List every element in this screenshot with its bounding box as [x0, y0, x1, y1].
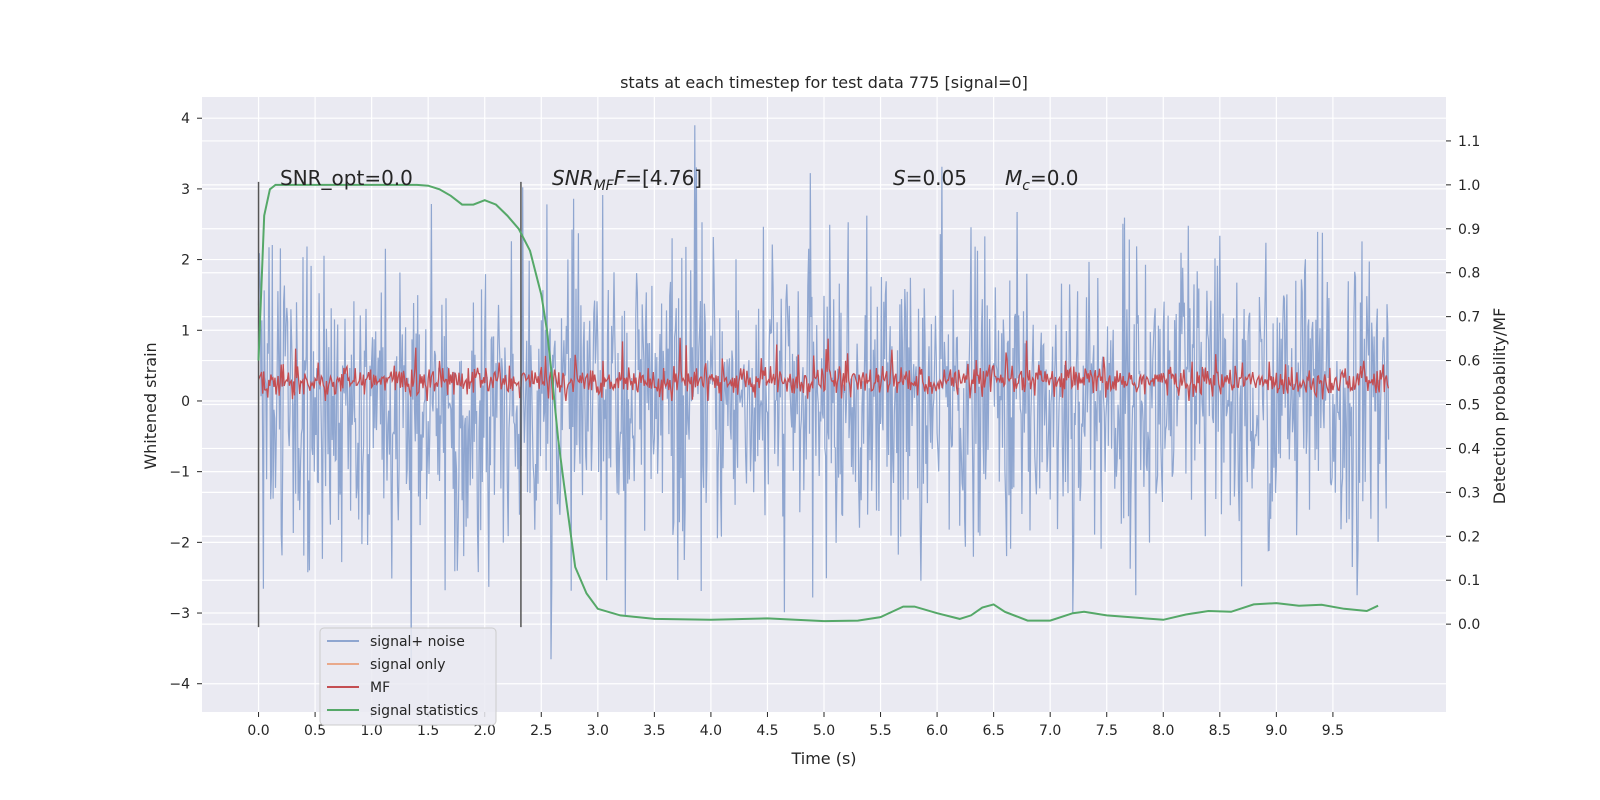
y-tick-label: −1 — [169, 465, 190, 481]
x-tick-label: 9.0 — [1265, 723, 1287, 739]
legend-box — [319, 627, 497, 726]
x-tick-label: 0.0 — [247, 723, 269, 739]
x-tick-label: 4.0 — [700, 723, 722, 739]
x-tick-label: 1.5 — [417, 723, 439, 739]
x-tick-label: 6.0 — [926, 723, 948, 739]
legend-label-signal-statistics: signal statistics — [370, 703, 478, 719]
y-right-tick-label: 0.7 — [1458, 310, 1480, 326]
legend-label-signal-noise: signal+ noise — [370, 634, 465, 650]
x-tick-label: 3.5 — [643, 723, 665, 739]
y-tick-label: 2 — [181, 253, 190, 269]
y-right-tick-label: 0.0 — [1458, 617, 1480, 633]
annotation-s: S=0.05 — [893, 166, 967, 190]
chart-title: stats at each timestep for test data 775… — [620, 73, 1028, 92]
annotation-snr-mf: SNRMFF=[4.76] — [552, 166, 702, 194]
annotation-snr-opt: SNR_opt=0.0 — [280, 166, 413, 190]
y-right-tick-label: 0.9 — [1458, 222, 1480, 238]
x-tick-label: 5.0 — [813, 723, 835, 739]
y-right-axis-label: Detection probability/MF — [1490, 308, 1509, 505]
annotation-mc: Mc=0.0 — [1005, 166, 1079, 194]
x-tick-label: 4.5 — [756, 723, 778, 739]
x-axis-label: Time (s) — [790, 749, 856, 768]
annotation-mc-value: =0.0 — [1030, 166, 1079, 190]
x-tick-label: 9.5 — [1322, 723, 1344, 739]
x-tick-label: 5.5 — [869, 723, 891, 739]
y-tick-labels: −4 −3 −2 −1 0 1 2 3 4 — [169, 111, 202, 693]
y-right-tick-label: 0.8 — [1458, 266, 1480, 282]
annotation-mc-main: M — [1005, 166, 1022, 190]
grid-y-right — [202, 140, 1446, 625]
annotation-snr-mf-main: SNR — [552, 166, 594, 190]
x-tick-label: 6.5 — [983, 723, 1005, 739]
legend-label-mf: MF — [370, 680, 390, 696]
y-right-tick-label: 0.6 — [1458, 354, 1480, 370]
x-tick-label: 3.0 — [587, 723, 609, 739]
x-tick-label: 8.5 — [1209, 723, 1231, 739]
y-right-tick-label: 0.4 — [1458, 441, 1480, 457]
annotation-s-main: S — [893, 166, 906, 190]
y-right-tick-label: 1.1 — [1458, 134, 1480, 150]
legend-label-signal-only: signal only — [370, 657, 445, 673]
y-right-tick-label: 0.5 — [1458, 398, 1480, 414]
y-tick-label: −3 — [169, 606, 190, 622]
x-tick-labels: 0.0 0.5 1.0 1.5 2.0 2.5 3.0 3.5 4.0 4.5 5.0 5.5 6.0 6… — [247, 712, 1344, 739]
signal-statistics-line — [257, 183, 1379, 623]
annotation-s-value: =0.05 — [906, 166, 967, 190]
annotation-mc-sub: c — [1022, 178, 1030, 194]
x-tick-label: 7.0 — [1039, 723, 1061, 739]
mf-series — [257, 337, 1390, 402]
y-tick-label: 1 — [181, 323, 190, 339]
annotation-snr-mf-sub: MF — [594, 178, 615, 194]
vertical-markers — [257, 181, 522, 628]
x-tick-label: 0.5 — [304, 723, 326, 739]
mf-line — [257, 337, 1390, 402]
y-right-tick-label: 0.1 — [1458, 573, 1480, 589]
x-tick-label: 7.5 — [1096, 723, 1118, 739]
legend: signal+ noise signal only MF signal stat… — [319, 627, 497, 726]
y-tick-label: 3 — [181, 182, 190, 198]
x-tick-label: 8.0 — [1152, 723, 1174, 739]
y-tick-label: −2 — [169, 535, 190, 551]
y-tick-label: −4 — [169, 677, 190, 693]
y-right-tick-label: 1.0 — [1458, 178, 1480, 194]
y-tick-label: 0 — [181, 394, 190, 410]
y-tick-label: 4 — [181, 111, 190, 127]
annotation-snr-mf-value: =[4.76] — [625, 166, 702, 190]
x-tick-label: 2.0 — [474, 723, 496, 739]
x-tick-label: 1.0 — [361, 723, 383, 739]
y-right-tick-label: 0.2 — [1458, 529, 1480, 545]
y-right-tick-labels: 0.0 0.1 0.2 0.3 0.4 0.5 0.6 0.7 0.8 0.9 1.0 1.1 — [1446, 134, 1480, 633]
y-axis-label: Whitened strain — [141, 342, 160, 469]
x-tick-label: 2.5 — [530, 723, 552, 739]
y-right-tick-label: 0.3 — [1458, 485, 1480, 501]
